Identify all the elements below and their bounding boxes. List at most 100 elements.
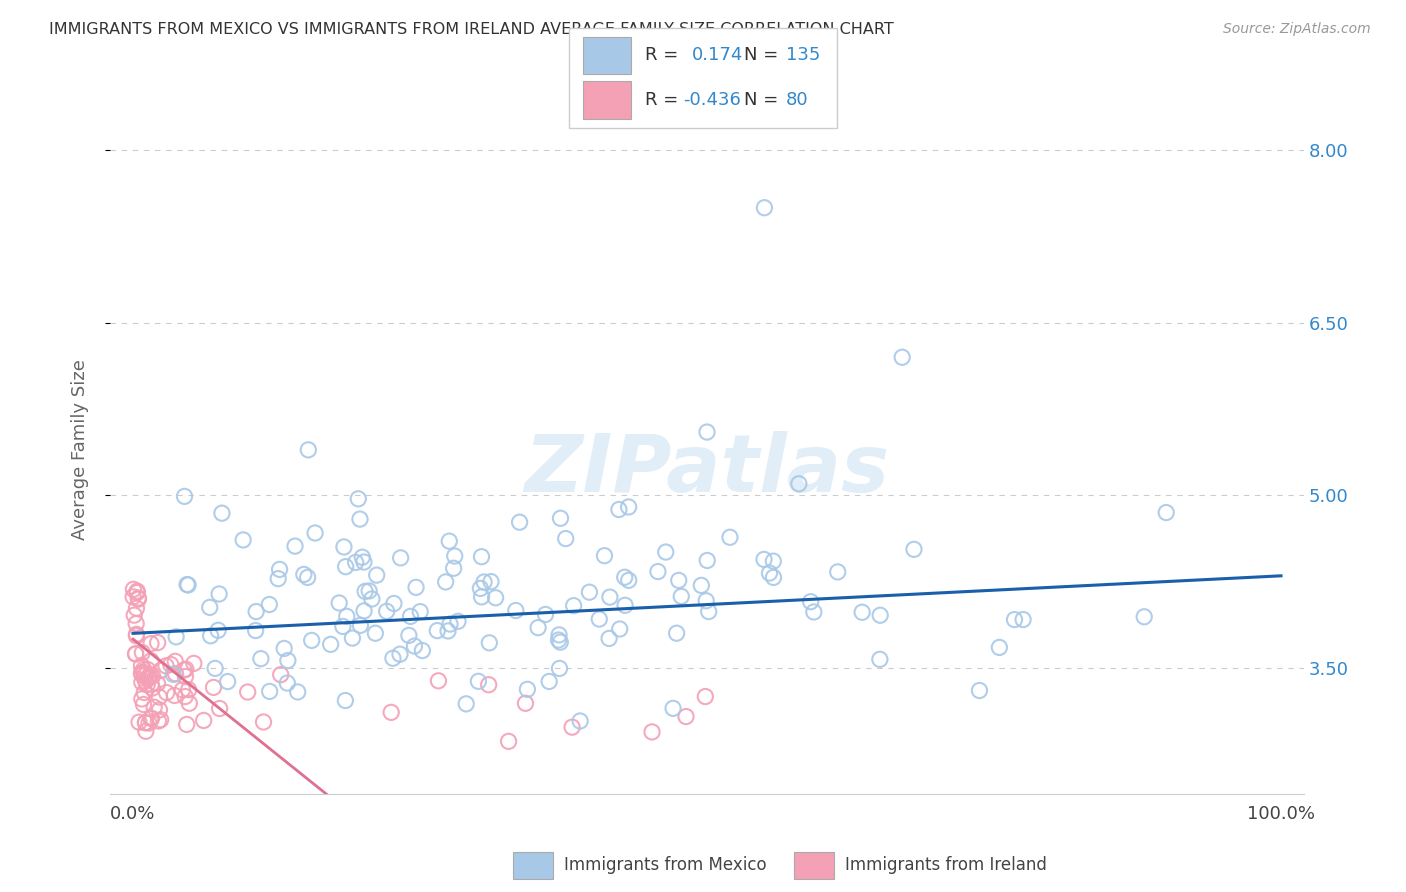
Point [617,574,640,588]
Point [718,530,741,544]
Text: 80: 80 [786,91,808,109]
Point [569,714,592,728]
Point [207,624,229,638]
Point [141,677,163,691]
Point [578,585,600,599]
Point [515,696,537,710]
Point [437,624,460,638]
Point [353,555,375,569]
Point [690,578,713,592]
Point [172,682,194,697]
Point [174,669,197,683]
Point [695,690,717,704]
Point [273,641,295,656]
Point [155,685,177,699]
Point [665,626,688,640]
Point [547,632,569,647]
Point [696,553,718,567]
Point [319,637,342,651]
Point [125,616,148,631]
Point [754,201,776,215]
Point [470,549,492,564]
Point [208,587,231,601]
Point [969,683,991,698]
Point [827,565,849,579]
Point [173,489,195,503]
Point [287,685,309,699]
Point [561,720,583,734]
Point [183,657,205,671]
Point [752,552,775,566]
Point [125,629,148,643]
Point [165,654,187,668]
Point [174,690,197,704]
Point [758,566,780,580]
Point [149,664,172,678]
Point [131,692,153,706]
Point [803,605,825,619]
Point [127,592,149,607]
Point [136,677,159,691]
Point [177,682,200,697]
Point [146,635,169,649]
Point [134,715,156,730]
Point [434,574,457,589]
Point [609,622,631,636]
Point [399,609,422,624]
Y-axis label: Average Family Size: Average Family Size [72,359,89,540]
Point [125,601,148,615]
Point [405,580,427,594]
Point [762,570,785,584]
Point [132,665,155,680]
Point [270,667,292,681]
Point [354,584,377,599]
Point [869,608,891,623]
Point [139,711,162,725]
Point [695,593,717,607]
Point [297,442,319,457]
Point [388,647,411,661]
Point [470,582,492,596]
Text: R =: R = [645,46,685,64]
Point [198,600,221,615]
Text: ZIPatlas: ZIPatlas [524,431,890,509]
Point [668,574,690,588]
Point [211,506,233,520]
Point [139,654,162,668]
Point [787,476,810,491]
Point [148,703,170,717]
Point [162,667,184,681]
Point [173,663,195,677]
Point [342,631,364,645]
Point [165,630,187,644]
Point [443,561,465,575]
Point [250,651,273,665]
Point [124,647,146,661]
Point [333,540,356,554]
Point [381,651,404,665]
Point [641,725,664,739]
Point [200,629,222,643]
Point [593,549,616,563]
Point [131,646,153,660]
Point [328,596,350,610]
Point [134,715,156,730]
Point [344,556,367,570]
Point [128,715,150,730]
Point [122,582,145,597]
Point [127,591,149,605]
Point [165,666,187,681]
Point [588,612,610,626]
Point [447,615,470,629]
Point [304,526,326,541]
Point [148,690,170,704]
Point [903,542,925,557]
Text: N =: N = [744,46,783,64]
Point [269,562,291,576]
Point [134,668,156,682]
Point [352,550,374,565]
Point [159,657,181,672]
Text: 135: 135 [786,46,820,64]
Point [427,673,450,688]
Point [617,500,640,514]
